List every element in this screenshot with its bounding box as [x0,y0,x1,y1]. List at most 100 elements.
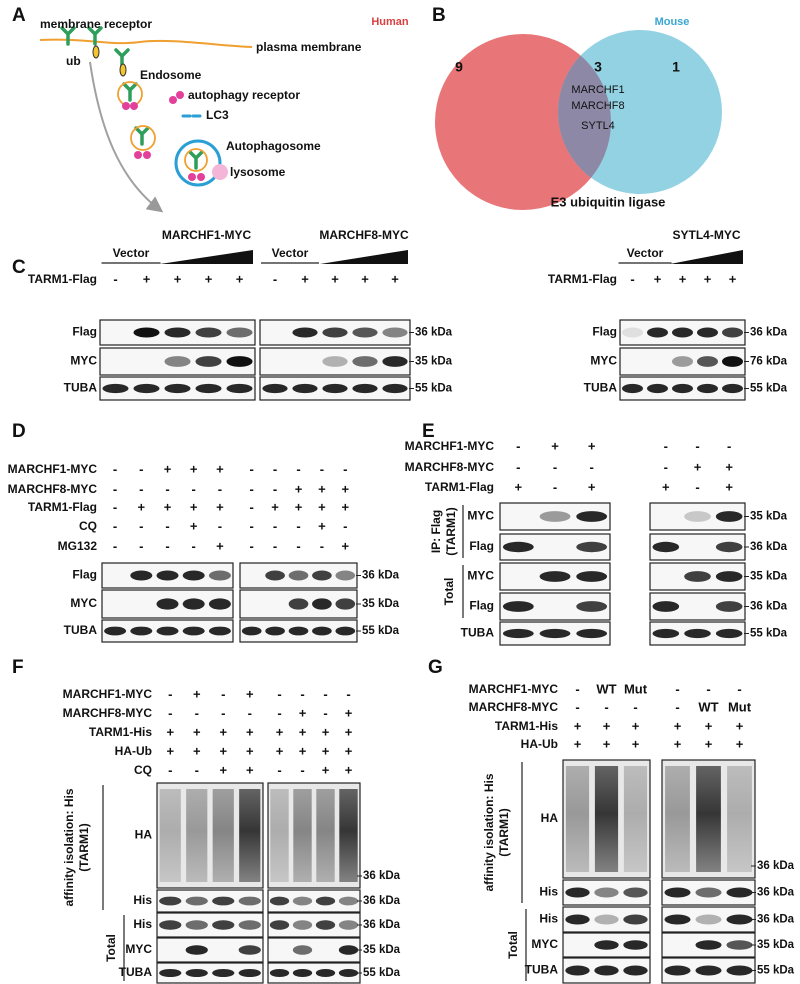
band [576,628,608,639]
treatment-label: TARM1-Flag [425,480,494,494]
size-marker: 76 kDa [750,356,788,368]
treatment-sign: - [139,538,143,553]
blot-label: TUBA [525,963,559,977]
label: ub [66,54,81,68]
treatment-sign: - [168,762,172,777]
treatment-sign: + [318,518,326,533]
smear [293,789,312,882]
band [594,965,619,976]
band [715,628,743,639]
treatment-label: MARCHF8-MYC [8,482,98,496]
treatment-sign: + [193,724,201,739]
label: plasma membrane [256,40,362,54]
label: LC3 [206,108,229,122]
band [185,945,208,955]
smear [339,789,358,882]
treatment-sign: + [588,479,596,494]
band [226,356,253,367]
band [292,945,313,955]
band [652,601,680,612]
label: Autophagosome [226,139,321,153]
smear [159,789,181,882]
band [502,601,534,612]
band [208,626,231,636]
treatment-sign: - [248,705,252,720]
blot-label: Flag [72,568,97,582]
treatment-sign: + [704,271,712,286]
band [715,601,743,612]
label: autophagy receptor [188,88,300,102]
treatment-sign: - [630,271,634,286]
band [185,969,208,977]
treatment-sign: + [301,271,309,286]
blot-label: His [539,912,558,926]
band [502,541,534,553]
band [647,327,668,338]
panel-letter: G [428,657,443,678]
set-label: Human [371,16,409,28]
band [212,969,235,977]
treatment-sign: + [588,438,596,453]
treatment-sign: - [218,518,222,533]
treatment-sign: + [725,479,733,494]
treatment-sign: - [277,686,281,701]
treatment-sign: + [674,736,682,751]
column-header: Vector [627,246,664,260]
band [382,356,408,367]
treatment-sign: + [216,499,224,514]
side-label: affinity isolation: His [62,788,76,906]
smear [727,766,752,872]
band [338,945,359,955]
treatment-sign: + [322,743,330,758]
band [672,383,693,394]
blot-frame [156,889,264,913]
band [697,327,718,338]
band [576,511,608,522]
treatment-sign: + [276,724,284,739]
band [726,914,753,925]
treatment-sign: - [113,271,117,286]
set-label: Mouse [655,16,690,28]
band [182,626,205,636]
treatment-sign: + [515,479,523,494]
band [502,628,534,639]
band [322,383,348,394]
band [672,327,693,338]
band [322,327,348,338]
band [241,626,262,636]
treatment-sign: - [727,438,731,453]
band [722,327,743,338]
band [684,571,711,582]
treatment-sign: + [736,718,744,733]
treatment-sign: - [695,438,699,453]
blot-label: TUBA [64,381,98,395]
treatment-sign: + [603,736,611,751]
band [352,383,378,394]
treatment-sign: WT [698,699,718,714]
treatment-sign: + [299,743,307,758]
size-marker: 36 kDa [757,914,795,926]
treatment-label: MARCHF1-MYC [405,439,495,453]
treatment-label: CQ [79,519,97,533]
treatment-sign: - [273,481,277,496]
treatment-sign: - [113,538,117,553]
treatment-sign: - [250,518,254,533]
band [212,920,235,930]
smear [665,766,690,872]
treatment-sign: Mut [728,699,752,714]
wedge [670,250,743,264]
band [164,327,191,338]
band [102,383,129,394]
size-marker: 35 kDa [363,944,401,956]
smear [623,766,648,872]
smear [696,766,721,872]
band [623,914,648,925]
treatment-sign: - [296,461,300,476]
blot-frame [156,962,264,984]
treatment-sign: + [674,718,682,733]
side-label: (TARM1) [77,823,91,871]
treatment-sign: - [343,518,347,533]
treatment-sign: - [165,518,169,533]
blot-label: TUBA [584,381,618,395]
band [565,965,590,976]
